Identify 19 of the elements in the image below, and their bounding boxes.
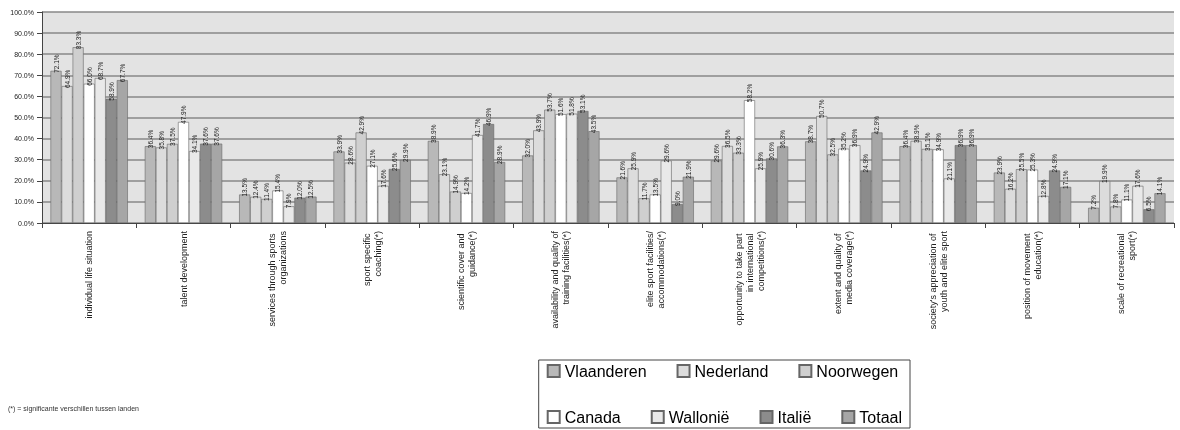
legend-label: Nederland bbox=[694, 362, 769, 380]
x-tick-label: scale of recreational sport(*) bbox=[1116, 231, 1138, 315]
x-tick-label: sport specific coaching(*) bbox=[361, 231, 383, 287]
legend-label: Noorwegen bbox=[816, 362, 899, 380]
x-tick-label: talent development bbox=[178, 230, 189, 308]
x-tick-label: individual life situation bbox=[84, 231, 95, 319]
x-tick-label: society's appreciation of youth and elite sport bbox=[927, 230, 949, 330]
legend-label: Vlaanderen bbox=[564, 362, 647, 380]
x-tick-label: availability and quality of training facilities(*) bbox=[550, 230, 572, 329]
legend-label: Wallonië bbox=[668, 408, 730, 426]
x-tick-label: services through sports organizations bbox=[267, 230, 289, 327]
legend-label: Totaal bbox=[859, 408, 903, 426]
legend-label: Italië bbox=[777, 408, 812, 426]
x-tick-label: position of movement education(*) bbox=[1022, 231, 1043, 320]
x-tick-label: opportunity to take part in international competitions(*) bbox=[733, 231, 766, 326]
x-tick-label: scientific cover and guidance(*) bbox=[456, 231, 477, 311]
x-tick-label: extent and quality of media coverage(*) bbox=[833, 231, 855, 315]
legend-label: Canada bbox=[564, 408, 621, 426]
x-tick-label: elite sport facilities/accommodations(*) bbox=[644, 230, 666, 309]
